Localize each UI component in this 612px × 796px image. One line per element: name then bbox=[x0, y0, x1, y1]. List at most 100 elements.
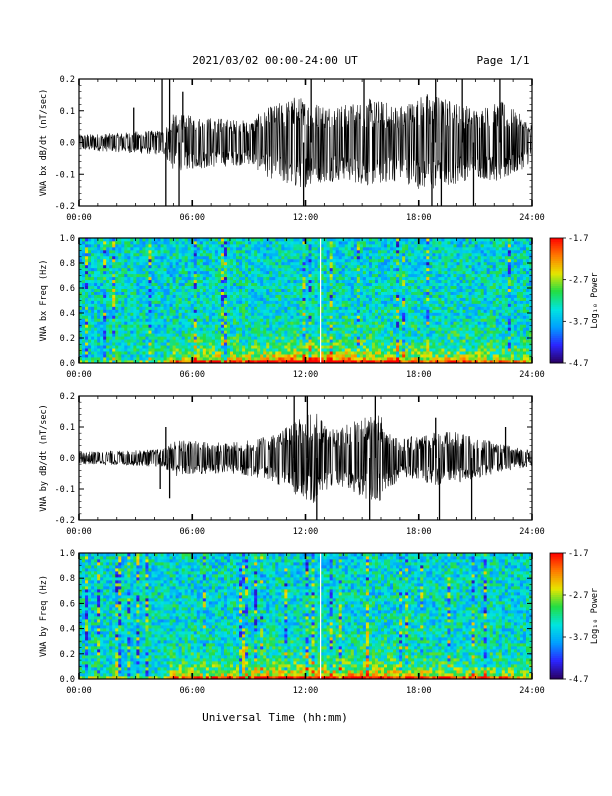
spectrogram-cell bbox=[336, 256, 339, 259]
spectrogram-cell bbox=[248, 342, 251, 345]
spectrogram-cell bbox=[287, 333, 290, 336]
spectrogram-cell bbox=[158, 292, 161, 295]
spectrogram-cell bbox=[393, 345, 396, 348]
spectrogram-cell bbox=[115, 303, 118, 306]
spectrogram-cell bbox=[197, 250, 200, 253]
spectrogram-cell bbox=[158, 274, 161, 277]
spectrogram-cell bbox=[423, 274, 426, 277]
spectrogram-cell bbox=[345, 274, 348, 277]
spectrogram-cell bbox=[284, 348, 287, 351]
spectrogram-cell bbox=[230, 256, 233, 259]
spectrogram-cell bbox=[330, 357, 333, 360]
spectrogram-cell bbox=[151, 295, 154, 298]
spectrogram-cell bbox=[411, 253, 414, 256]
spectrogram-cell bbox=[360, 292, 363, 295]
spectrogram-cell bbox=[164, 315, 167, 318]
spectrogram-cell bbox=[306, 303, 309, 306]
spectrogram-cell bbox=[179, 306, 182, 309]
spectrogram-cell bbox=[315, 348, 318, 351]
spectrogram-cell bbox=[287, 274, 290, 277]
spectrogram-cell bbox=[333, 241, 336, 244]
spectrogram-cell bbox=[239, 250, 242, 253]
spectrogram-cell bbox=[411, 292, 414, 295]
spectrogram-cell bbox=[312, 277, 315, 280]
spectrogram-cell bbox=[145, 241, 148, 244]
spectrogram-cell bbox=[191, 315, 194, 318]
spectrogram-cell bbox=[94, 298, 97, 301]
spectrogram-cell bbox=[363, 354, 366, 357]
spectrogram-cell bbox=[351, 286, 354, 289]
spectrogram-cell bbox=[179, 256, 182, 259]
spectrogram-cell bbox=[296, 318, 299, 321]
spectrogram-cell bbox=[127, 330, 130, 333]
spectrogram-cell bbox=[260, 271, 263, 274]
spectrogram-cell bbox=[200, 309, 203, 312]
spectrogram-cell bbox=[136, 303, 139, 306]
spectrogram-cell bbox=[275, 351, 278, 354]
spectrogram-cell bbox=[115, 253, 118, 256]
spectrogram-cell bbox=[218, 259, 221, 262]
spectrogram-cell bbox=[148, 250, 151, 253]
spectrogram-cell bbox=[411, 315, 414, 318]
spectrogram-cell bbox=[360, 345, 363, 348]
spectrogram-cell bbox=[209, 312, 212, 315]
spectrogram-cell bbox=[203, 324, 206, 327]
spectrogram-cell bbox=[275, 292, 278, 295]
spectrogram-cell bbox=[272, 247, 275, 250]
spectrogram-cell bbox=[312, 292, 315, 295]
spectrogram-cell bbox=[94, 315, 97, 318]
spectrogram-cell bbox=[88, 342, 91, 345]
spectrogram-cell bbox=[257, 265, 260, 268]
spectrogram-cell bbox=[378, 268, 381, 271]
spectrogram-cell bbox=[339, 318, 342, 321]
spectrogram-cell bbox=[94, 303, 97, 306]
spectrogram-cell bbox=[161, 312, 164, 315]
waveform-trace bbox=[79, 94, 532, 189]
spectrogram-cell bbox=[387, 301, 390, 304]
spectrogram-cell bbox=[405, 330, 408, 333]
spectrogram-cell bbox=[170, 292, 173, 295]
spectrogram-cell bbox=[411, 354, 414, 357]
spectrogram-cell bbox=[351, 247, 354, 250]
spectrogram-cell bbox=[206, 289, 209, 292]
spectrogram-cell bbox=[414, 348, 417, 351]
spectrogram-cell bbox=[179, 268, 182, 271]
spectrogram-cell bbox=[133, 295, 136, 298]
spectrogram-cell bbox=[167, 339, 170, 342]
spectrogram-cell bbox=[414, 262, 417, 265]
spectrogram-cell bbox=[360, 295, 363, 298]
spectrogram-cell bbox=[248, 247, 251, 250]
spectrogram-cell bbox=[369, 324, 372, 327]
spectrogram-cell bbox=[417, 274, 420, 277]
spectrogram-cell bbox=[109, 271, 112, 274]
spectrogram-cell bbox=[402, 253, 405, 256]
spectrogram-cell bbox=[324, 351, 327, 354]
spectrogram-cell bbox=[324, 283, 327, 286]
spectrogram-cell bbox=[200, 336, 203, 339]
spectrogram-cell bbox=[263, 309, 266, 312]
spectrogram-cell bbox=[296, 315, 299, 318]
spectrogram-cell bbox=[381, 259, 384, 262]
spectrogram-cell bbox=[170, 253, 173, 256]
spectrogram-cell bbox=[91, 268, 94, 271]
spectrogram-cell bbox=[387, 292, 390, 295]
spectrogram-cell bbox=[372, 241, 375, 244]
spectrogram-cell bbox=[257, 357, 260, 360]
spectrogram-cell bbox=[218, 280, 221, 283]
spectrogram-cell bbox=[251, 268, 254, 271]
spectrogram-cell bbox=[139, 336, 142, 339]
spectrogram-cell bbox=[197, 256, 200, 259]
spectrogram-cell bbox=[182, 333, 185, 336]
spectrogram-cell bbox=[251, 283, 254, 286]
spectrogram-cell bbox=[239, 333, 242, 336]
spectrogram-cell bbox=[97, 327, 100, 330]
spectrogram-cell bbox=[263, 292, 266, 295]
spectrogram-cell bbox=[179, 354, 182, 357]
spectrogram-cell bbox=[164, 324, 167, 327]
spectrogram-cell bbox=[106, 277, 109, 280]
spectrogram-cell bbox=[408, 327, 411, 330]
spectrogram-cell bbox=[197, 241, 200, 244]
spectrogram-cell bbox=[284, 336, 287, 339]
spectrogram-cell bbox=[354, 271, 357, 274]
spectrogram-cell bbox=[315, 336, 318, 339]
